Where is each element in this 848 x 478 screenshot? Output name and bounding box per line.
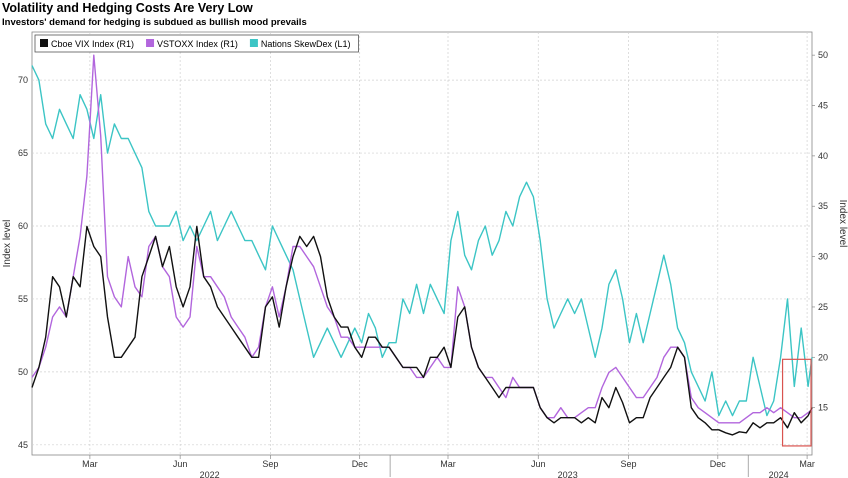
left-tick-label: 65 — [18, 148, 28, 158]
right-tick-label: 25 — [818, 302, 828, 312]
right-tick-label: 50 — [818, 50, 828, 60]
right-tick-label: 30 — [818, 252, 828, 262]
legend-label: Nations SkewDex (L1) — [261, 39, 351, 49]
legend-swatch — [40, 39, 48, 47]
x-year-label: 2024 — [769, 470, 789, 478]
legend-label: Cboe VIX Index (R1) — [51, 39, 134, 49]
chart-title: Volatility and Hedging Costs Are Very Lo… — [2, 1, 253, 15]
series-line-nations-skewdex-l1 — [31, 65, 813, 417]
x-year-label: 2023 — [558, 470, 578, 478]
left-tick-label: 45 — [18, 440, 28, 450]
x-tick-label: Sep — [621, 459, 637, 469]
chart-subtitle: Investors' demand for hedging is subdued… — [2, 17, 307, 28]
x-tick-label: Dec — [710, 459, 727, 469]
x-tick-label: Dec — [352, 459, 369, 469]
x-tick-label: Jun — [531, 459, 546, 469]
left-tick-label: 55 — [18, 294, 28, 304]
left-tick-label: 60 — [18, 221, 28, 231]
x-tick-label: Sep — [262, 459, 278, 469]
right-tick-label: 15 — [818, 403, 828, 413]
left-axis-title: Index level — [2, 220, 13, 268]
legend-swatch — [146, 39, 155, 47]
legend-box — [34, 34, 359, 53]
x-tick-label: Jun — [173, 459, 188, 469]
x-tick-label: Mar — [440, 459, 456, 469]
highlight-box — [781, 358, 812, 447]
legend-swatch — [249, 39, 258, 47]
legend-label: VSTOXX Index (R1) — [157, 39, 238, 49]
plot-area — [31, 31, 813, 456]
series-line-cboe-vix-index-r1 — [31, 225, 813, 436]
right-tick-label: 40 — [818, 151, 828, 161]
right-tick-label: 20 — [818, 352, 828, 362]
right-axis-title: Index level — [837, 200, 848, 248]
x-tick-label: Mar — [82, 459, 98, 469]
x-tick-label: Mar — [799, 459, 815, 469]
right-tick-label: 45 — [818, 101, 828, 111]
right-tick-label: 35 — [818, 201, 828, 211]
x-year-label: 2022 — [200, 470, 220, 478]
left-tick-label: 70 — [18, 75, 28, 85]
left-tick-label: 50 — [18, 367, 28, 377]
